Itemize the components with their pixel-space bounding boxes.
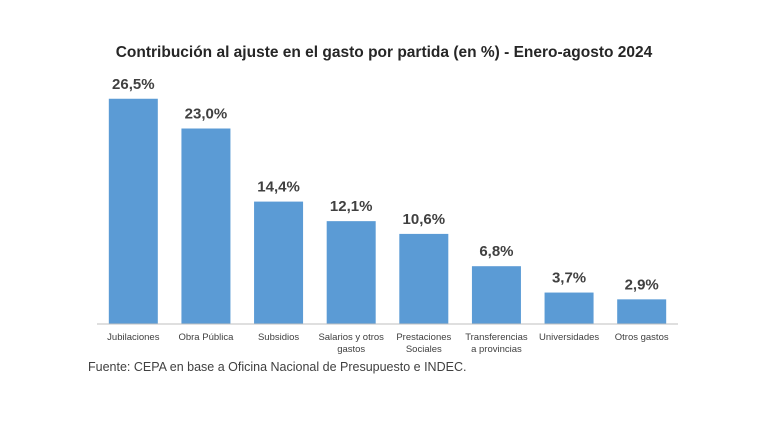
category-tick-label: a provincias: [471, 344, 522, 355]
bar: [399, 233, 449, 324]
category-tick-label: Subsidios: [258, 332, 299, 343]
category-tick-label: Universidades: [539, 332, 599, 343]
category-tick-label: Salarios y otros: [318, 332, 384, 343]
data-label: 23,0%: [185, 106, 228, 123]
bar: [326, 221, 376, 324]
bar: [617, 299, 667, 324]
bar: [471, 266, 521, 324]
data-label: 10,6%: [403, 211, 446, 228]
chart-title: Contribución al ajuste en el gasto por p…: [115, 44, 653, 61]
bars-layer: [108, 98, 667, 324]
value-labels-layer: 26,5% 23,0% 14,4% 12,1% 10,6% 6,8% 3,7% 2,9%: [112, 76, 659, 294]
category-tick-label: Transferencias: [465, 332, 528, 343]
data-label: 12,1%: [330, 198, 373, 215]
category-tick-label: Prestaciones: [396, 332, 451, 343]
data-label: 6,8%: [479, 243, 513, 260]
data-label: 2,9%: [625, 276, 659, 293]
bar: [544, 292, 594, 324]
category-tick-label: Sociales: [406, 344, 442, 355]
bar: [108, 98, 158, 324]
data-label: 3,7%: [552, 270, 586, 287]
category-tick-label: Jubilaciones: [107, 332, 160, 343]
source-note: Fuente: CEPA en base a Oficina Nacional …: [88, 360, 467, 374]
category-tick-label: Otros gastos: [615, 332, 669, 343]
data-label: 14,4%: [257, 179, 300, 196]
category-tick-label: gastos: [337, 344, 365, 355]
category-tick-label: Obra Pública: [178, 332, 234, 343]
data-label: 26,5%: [112, 76, 155, 93]
bar: [181, 128, 231, 324]
category-labels-layer: Jubilaciones Obra Pública Subsidios Salario…: [107, 332, 669, 355]
bar: [254, 201, 304, 324]
